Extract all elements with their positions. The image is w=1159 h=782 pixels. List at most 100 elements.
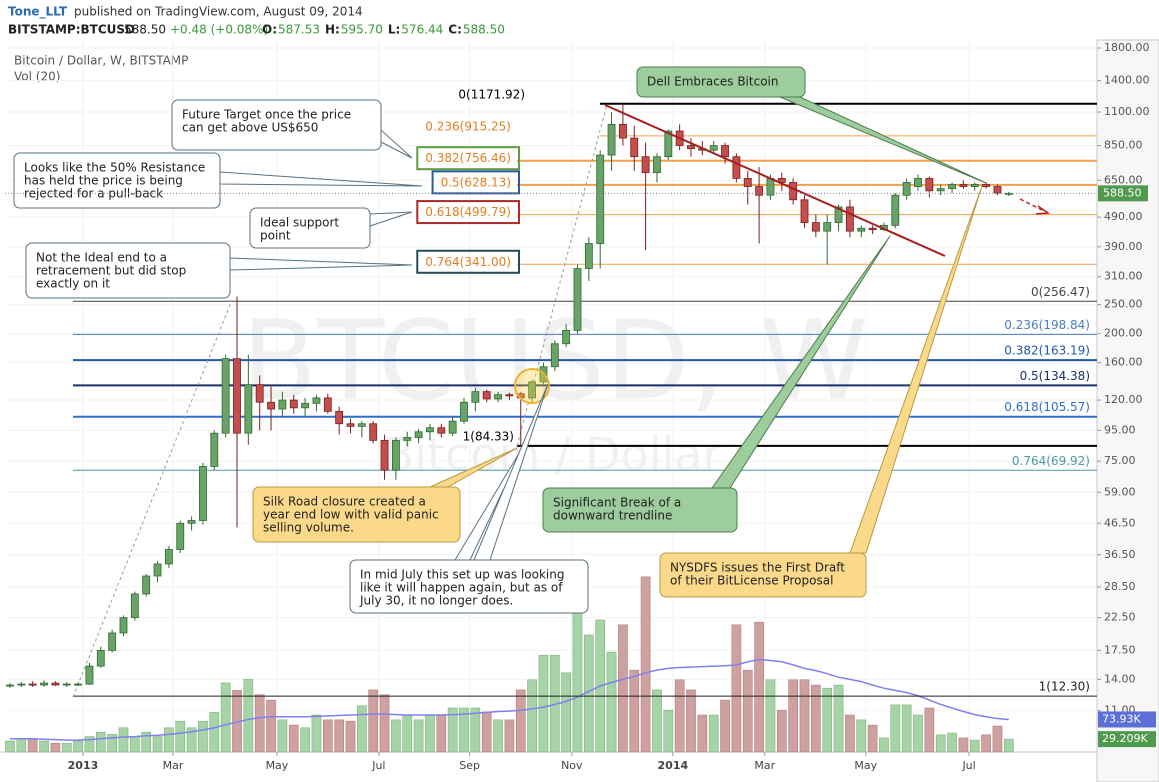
- callout: [636, 66, 806, 98]
- fib-label: 0.5(628.13): [441, 175, 511, 189]
- candle-body: [891, 194, 900, 226]
- volume-bar: [958, 737, 969, 753]
- candle-body: [221, 358, 230, 434]
- candle-body: [153, 563, 162, 577]
- volume-bar: [606, 651, 617, 753]
- candle-body: [6, 684, 14, 687]
- volume-bar: [776, 709, 787, 753]
- candle-body: [40, 682, 48, 686]
- candle-body: [721, 145, 729, 158]
- volume-bar: [209, 712, 220, 753]
- volume-bar: [368, 689, 379, 753]
- x-tick-label: Mar: [163, 759, 184, 772]
- volume-bar: [425, 714, 435, 753]
- callout-text: Not the Ideal end to a: [36, 251, 167, 265]
- callout-text: Dell Embraces Bitcoin: [647, 75, 778, 89]
- volume-bar: [391, 719, 401, 753]
- candle-body: [845, 206, 854, 232]
- candle-body: [369, 423, 378, 441]
- candle-body: [970, 184, 979, 187]
- axes: 1800.00 1400.00 1100.00 850.00 650.00 490.00 3…: [5, 41, 1156, 772]
- candle-body: [255, 384, 264, 403]
- chart-title: Bitcoin / Dollar, W, BITSTAMP: [14, 54, 188, 68]
- volume-bar: [277, 719, 288, 753]
- quote-key: H:: [325, 23, 340, 37]
- candle-body: [85, 665, 94, 685]
- candle-body: [982, 184, 991, 187]
- volume-bar: [198, 720, 208, 753]
- fib-label-box: [416, 146, 520, 171]
- volume-bar: [470, 707, 481, 753]
- y-tick-label: 850.00: [1104, 139, 1143, 152]
- fib-label: 0.618(105.57): [1004, 400, 1090, 414]
- callout-text: selling volume.: [263, 521, 354, 535]
- volume-bar: [266, 699, 276, 753]
- volume-bar: [322, 719, 333, 753]
- candle-body: [301, 402, 310, 409]
- fib-label: 0.236(915.25): [425, 119, 511, 133]
- published: published on TradingView.com, August 09,…: [74, 5, 363, 19]
- volume-bar: [345, 720, 356, 753]
- fib-label-box: [416, 249, 520, 274]
- candle-body: [380, 439, 389, 471]
- volume-bar: [572, 604, 583, 753]
- volume-bar: [913, 714, 923, 753]
- volume-bar: [16, 738, 27, 753]
- volume-bar: [243, 679, 254, 753]
- volume-bar: [141, 731, 152, 753]
- volume-bar: [515, 689, 526, 753]
- volume-bar: [459, 707, 469, 753]
- volume-bar: [61, 742, 72, 753]
- fib-trend: [516, 103, 608, 447]
- callout: [171, 99, 382, 151]
- volume-bar: [164, 727, 174, 753]
- volume-bar: [901, 704, 912, 753]
- callout-text: downward trendline: [553, 509, 672, 523]
- volume-bar: [1003, 738, 1014, 753]
- volume-bar: [447, 707, 458, 753]
- volume-bar: [890, 704, 901, 753]
- candle-body: [550, 343, 559, 368]
- y-tick-label: 46.50: [1104, 516, 1136, 529]
- y-tick-label: 250.00: [1104, 298, 1143, 311]
- candle-body: [653, 156, 661, 174]
- fib-label: 0(1171.92): [458, 87, 525, 101]
- candle-body: [244, 384, 253, 434]
- y-tick-label: 95.00: [1104, 423, 1136, 436]
- candle-body: [505, 394, 514, 397]
- volume-bar: [527, 679, 537, 753]
- candles: [6, 103, 1013, 688]
- candle-body: [902, 182, 911, 196]
- callout-text: exactly on it: [36, 277, 110, 291]
- volume-tag-bg: [1098, 711, 1156, 728]
- candle-body: [562, 330, 571, 345]
- callout-text: NYSDFS issues the First Draft: [670, 561, 845, 575]
- volume-bar: [334, 719, 344, 753]
- volume-bar: [561, 672, 571, 753]
- author[interactable]: Tone_LLT: [8, 5, 68, 20]
- candle-body: [460, 401, 468, 422]
- candle-body: [312, 397, 321, 404]
- price-tag: 588.50: [1103, 186, 1142, 199]
- quote-value: 588.50: [463, 23, 505, 37]
- callout-text: Looks like the 50% Resistance: [24, 161, 205, 175]
- callout-text: year end low with valid panic: [263, 508, 439, 522]
- callout-text: July 30, it no longer does.: [359, 594, 513, 608]
- volume-tag: 73.93K: [1102, 712, 1141, 725]
- volume-bar: [39, 740, 49, 753]
- x-tick-label: Mar: [754, 759, 775, 772]
- volume-bar: [436, 714, 447, 753]
- candle-body: [618, 124, 627, 139]
- volume-bar: [799, 679, 810, 753]
- callout-text: like it will happen again, but as of: [360, 581, 563, 595]
- volume-bar: [992, 725, 1003, 753]
- y-tick-label: 1800.00: [1104, 41, 1150, 54]
- volume-bar: [845, 714, 855, 753]
- y-tick-label: 1400.00: [1104, 74, 1150, 87]
- candle-body: [687, 145, 695, 150]
- y-tick-label: 22.50: [1104, 611, 1136, 624]
- y-tick-label: 75.00: [1104, 454, 1136, 467]
- quote-value: 576.44: [401, 23, 443, 37]
- volume-bar: [924, 707, 935, 753]
